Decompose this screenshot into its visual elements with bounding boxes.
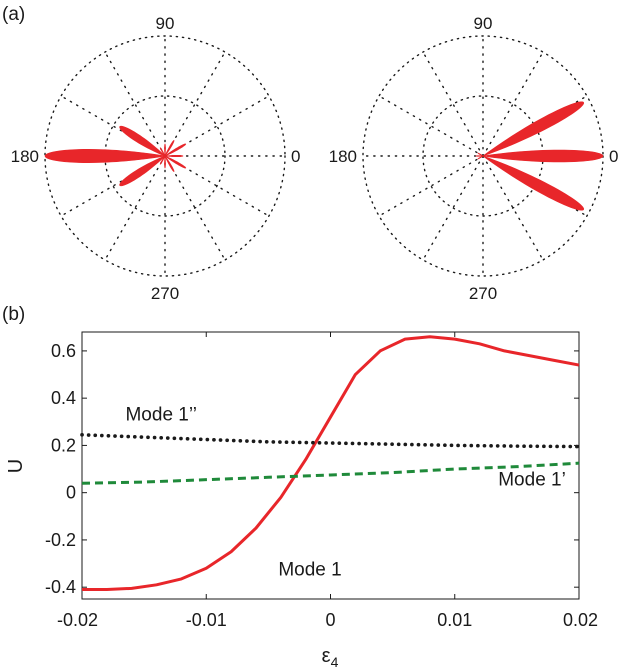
polar-lobe-2 (482, 155, 585, 211)
panel-label-b: (b) (2, 304, 25, 325)
polar-lobe-6 (159, 155, 166, 165)
polar-ring-0 (104, 95, 226, 217)
polar-spoke (378, 95, 484, 157)
polar-lobe-9 (164, 143, 187, 157)
polar-lobe-1 (119, 125, 166, 157)
x-tick-label: -0.01 (186, 610, 227, 630)
y-tick-label: -0.2 (45, 530, 76, 550)
polar-lobe-8 (164, 155, 175, 172)
polar-lobe-11 (164, 155, 184, 157)
polar-angle-label-270: 270 (469, 284, 497, 303)
polar-spoke (422, 51, 484, 157)
polar-angle-label-90: 90 (156, 14, 175, 33)
y-tick-label: 0.6 (51, 341, 76, 361)
tick-layer: -0.02 -0.01 0 0.01 0.02 -0.4 -0.2 0 0.2 0.4 0.6 (45, 332, 598, 630)
y-tick-label: 0 (66, 483, 76, 503)
polar-angle-label-180: 180 (11, 147, 39, 166)
polar-lobe-7 (164, 140, 175, 157)
polar-angle-label-0: 0 (609, 147, 618, 166)
annotation-label-2: Mode 1 (278, 559, 341, 580)
annotation-layer: Mode 1’’ Mode 1’ Mode 1 (125, 405, 565, 581)
line-chart: -0.02 -0.01 0 0.01 0.02 -0.4 -0.2 0 0.2 0.4 0.6 Mo… (5, 331, 598, 668)
x-tick-label: 0 (325, 610, 335, 630)
series-line-0 (82, 335, 580, 592)
polar-lobe-0 (482, 149, 604, 163)
y-tick-label: -0.4 (45, 577, 76, 597)
polar-angle-label-180: 180 (329, 147, 357, 166)
x-tick-label: -0.02 (57, 610, 98, 630)
series-line-2 (80, 432, 581, 449)
annotation-label-1: Mode 1’ (498, 470, 566, 491)
polar-lobe-2 (119, 155, 166, 187)
polar-angle-label-90: 90 (474, 14, 493, 33)
y-tick-label: 0.4 (51, 388, 76, 408)
polar-plot-left: 90 180 0 270 (11, 14, 301, 303)
polar-ring-1 (44, 35, 286, 277)
polar-lobe-5 (477, 155, 484, 160)
polar-lobe-3 (475, 155, 484, 157)
polar-lobe-4 (164, 155, 166, 169)
polar-angle-label-0: 0 (291, 147, 300, 166)
polar-lobe-5 (159, 147, 166, 157)
polar-plot-right: 90 180 0 270 (329, 14, 619, 303)
polar-lobe-10 (164, 155, 187, 169)
x-axis-title: ε4 (322, 645, 339, 668)
y-axis-title: U (5, 459, 27, 473)
polar-lobe-4 (477, 152, 484, 157)
x-tick-label: 0.01 (437, 610, 472, 630)
polar-lobe-1 (482, 101, 585, 157)
annotation-label-0: Mode 1’’ (125, 405, 196, 426)
y-tick-label: 0.2 (51, 435, 76, 455)
series-layer (80, 335, 581, 592)
panel-label-a: (a) (2, 4, 25, 25)
series-line-1 (81, 461, 580, 485)
polar-lobe-0 (44, 149, 166, 163)
x-tick-label: 0.02 (563, 610, 598, 630)
polar-lobe-3 (164, 143, 166, 157)
polar-angle-label-270: 270 (151, 284, 179, 303)
